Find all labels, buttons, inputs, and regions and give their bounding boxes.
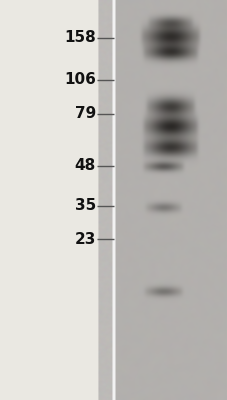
Text: 23: 23 bbox=[74, 232, 95, 247]
Text: 158: 158 bbox=[64, 30, 95, 46]
Text: 35: 35 bbox=[74, 198, 95, 214]
Text: 79: 79 bbox=[74, 106, 95, 122]
Text: 106: 106 bbox=[64, 72, 95, 88]
Text: 48: 48 bbox=[74, 158, 95, 174]
